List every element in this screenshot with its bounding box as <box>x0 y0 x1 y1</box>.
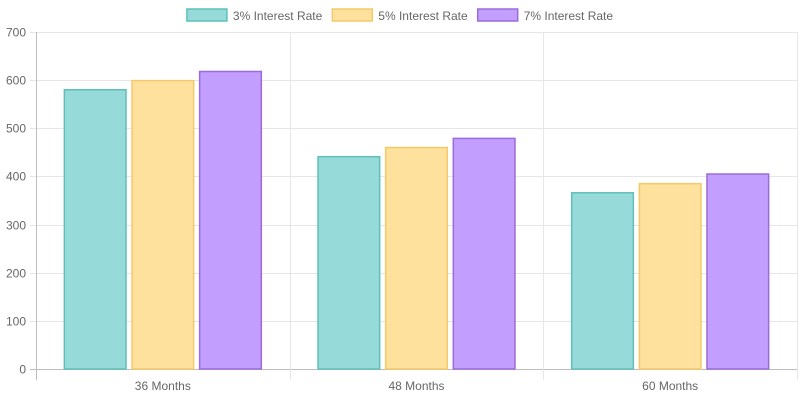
legend: 3% Interest Rate 5% Interest Rate 7% Inter… <box>186 8 614 23</box>
x-tick-label: 48 Months <box>388 379 444 393</box>
y-tick-label: 100 <box>6 315 26 329</box>
y-tick-label: 700 <box>6 26 26 40</box>
legend-swatch <box>331 8 374 22</box>
y-tick-label: 200 <box>6 267 26 281</box>
bars <box>63 70 770 370</box>
bar <box>63 89 127 370</box>
bar <box>384 146 449 370</box>
x-tick-label: 36 Months <box>135 379 191 393</box>
bar <box>317 155 381 370</box>
bar <box>638 182 702 370</box>
bar <box>706 173 770 370</box>
y-tick-label: 0 <box>19 363 26 377</box>
x-tick-label: 60 Months <box>642 379 698 393</box>
x-axis: 36 Months 48 Months 60 Months <box>135 379 698 393</box>
legend-label: 3% Interest Rate <box>233 9 323 23</box>
y-tick-label: 300 <box>6 219 26 233</box>
legend-label: 5% Interest Rate <box>378 9 468 23</box>
bar <box>131 79 195 370</box>
y-tick-label: 500 <box>6 122 26 136</box>
bar <box>198 70 263 370</box>
legend-swatch <box>476 8 519 22</box>
legend-swatch <box>186 8 228 22</box>
y-tick-label: 400 <box>6 170 26 184</box>
legend-label: 7% Interest Rate <box>524 9 614 23</box>
y-tick-label: 600 <box>6 74 26 88</box>
bar <box>452 137 516 370</box>
y-axis: 0 100 200 300 400 500 600 700 <box>6 26 37 380</box>
bar <box>570 192 635 370</box>
